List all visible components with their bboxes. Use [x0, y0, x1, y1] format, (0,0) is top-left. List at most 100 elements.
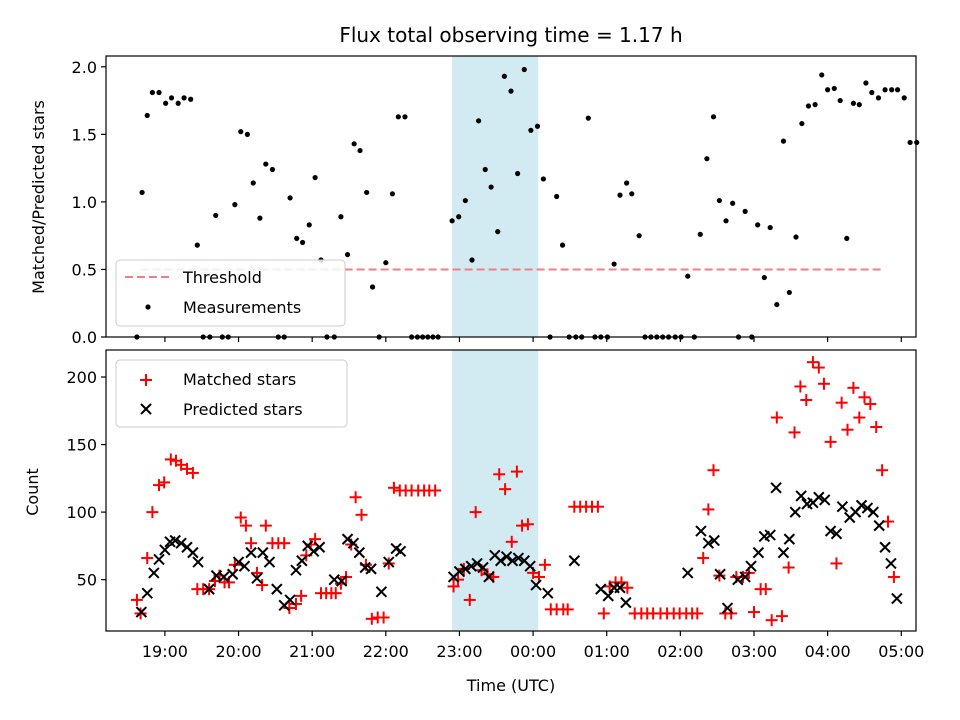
- matched-point: [697, 552, 710, 565]
- measurement-point: [730, 200, 736, 206]
- measurement-point: [554, 193, 560, 200]
- count-plot-frame: [105, 349, 917, 632]
- measurement-point: [508, 88, 514, 94]
- measurement-point: [163, 100, 169, 106]
- predicted-point: [614, 582, 626, 594]
- matched-point: [691, 607, 704, 620]
- measurement-point: [624, 180, 630, 186]
- measurement-point: [716, 197, 722, 204]
- predicted-point: [477, 561, 489, 574]
- measurement-point: [149, 89, 155, 96]
- measurement-point: [462, 197, 468, 204]
- matched-point: [817, 377, 830, 390]
- predicted-point: [708, 534, 720, 547]
- predicted-point: [752, 546, 765, 559]
- predicted-point: [777, 546, 790, 559]
- measurement-point: [742, 208, 748, 214]
- y-tick-label: 2.0: [72, 58, 97, 77]
- y-tick-label: 0.5: [72, 260, 97, 279]
- predicted-point: [818, 494, 831, 506]
- measurement-point: [144, 112, 150, 119]
- measurement-point: [250, 180, 256, 186]
- predicted-point: [296, 555, 308, 567]
- matched-point: [289, 597, 302, 610]
- measurement-point: [402, 114, 408, 120]
- measurement-point: [617, 192, 623, 198]
- measurement-point: [767, 224, 773, 231]
- measurement-point: [515, 170, 521, 177]
- measurement-point: [901, 95, 907, 101]
- predicted-point: [702, 537, 715, 549]
- matched-point: [141, 552, 154, 565]
- predicted-point: [187, 546, 199, 559]
- x-tick-label: 21:00: [289, 642, 335, 661]
- observing-band: [452, 350, 539, 631]
- predicted-point: [453, 565, 466, 578]
- predicted-point: [483, 571, 495, 583]
- matched-point: [329, 587, 342, 600]
- measurement-point: [825, 87, 831, 93]
- matched-point: [887, 570, 900, 583]
- measurement-point: [636, 233, 642, 239]
- measurement-point: [805, 103, 812, 109]
- predicted-point: [795, 490, 807, 502]
- count-legend-box: [115, 359, 348, 428]
- count-x-ticks: 19:00 20:00 21:00 22:00 23:00 00:00 01:00 02:00…: [142, 631, 924, 661]
- matched-point: [510, 465, 523, 478]
- measurement-point: [856, 102, 862, 108]
- predicted-point: [203, 583, 215, 595]
- predicted-point: [135, 606, 148, 618]
- x-tick-label: 03:00: [731, 642, 777, 661]
- x-tick-label: 22:00: [363, 642, 409, 661]
- measurement-point: [914, 139, 920, 146]
- matched-point: [853, 411, 866, 424]
- matched-point: [349, 491, 362, 504]
- measurement-point: [357, 147, 363, 154]
- predicted-point: [148, 567, 160, 579]
- x-tick-label: 20:00: [215, 642, 261, 661]
- ratio-y-ticks: 0.0 0.5 1.0 1.5 2.0: [72, 58, 106, 347]
- measurement-point: [710, 114, 717, 120]
- predicted-point: [739, 571, 751, 583]
- measurement-point: [257, 215, 263, 221]
- matched-point: [597, 607, 610, 620]
- matched-point: [365, 612, 378, 625]
- predicted-point: [290, 564, 302, 576]
- measurement-point: [449, 218, 455, 224]
- measurement-point: [819, 72, 825, 78]
- x-tick-label: 23:00: [436, 642, 482, 661]
- matched-point: [876, 464, 889, 477]
- predicted-point: [271, 583, 283, 595]
- measurement-point: [306, 222, 312, 228]
- legend-predicted-swatch: [140, 403, 152, 415]
- x-tick-label: 05:00: [878, 642, 924, 661]
- predicted-point: [471, 557, 483, 570]
- matched-point: [259, 519, 272, 532]
- predicted-point: [861, 502, 874, 514]
- predicted-point: [789, 506, 801, 518]
- observing-band: [452, 56, 539, 337]
- matched-point: [770, 411, 783, 424]
- measurement-point: [188, 96, 194, 102]
- measurement-point: [559, 242, 566, 248]
- measurement-point: [585, 115, 591, 121]
- predicted-point: [783, 533, 796, 545]
- measurement-point: [723, 218, 729, 224]
- y-tick-label: 0.0: [72, 328, 97, 347]
- predicted-point: [335, 575, 348, 587]
- matched-point: [158, 476, 171, 489]
- measurement-point: [238, 129, 244, 135]
- measurement-point: [232, 202, 238, 208]
- measurement-point: [837, 97, 843, 104]
- predicted-point: [257, 546, 269, 559]
- measurement-point: [364, 189, 370, 196]
- measurement-point: [812, 102, 818, 108]
- ratio-y-axis-label: Matched/Predicted stars: [29, 100, 48, 294]
- predicted-point: [238, 560, 251, 572]
- measurement-point: [831, 85, 837, 92]
- measurement-point: [501, 73, 507, 79]
- measurement-point: [629, 191, 635, 197]
- measurement-point: [351, 141, 357, 147]
- measurement-point: [139, 189, 145, 196]
- matched-point: [429, 484, 442, 497]
